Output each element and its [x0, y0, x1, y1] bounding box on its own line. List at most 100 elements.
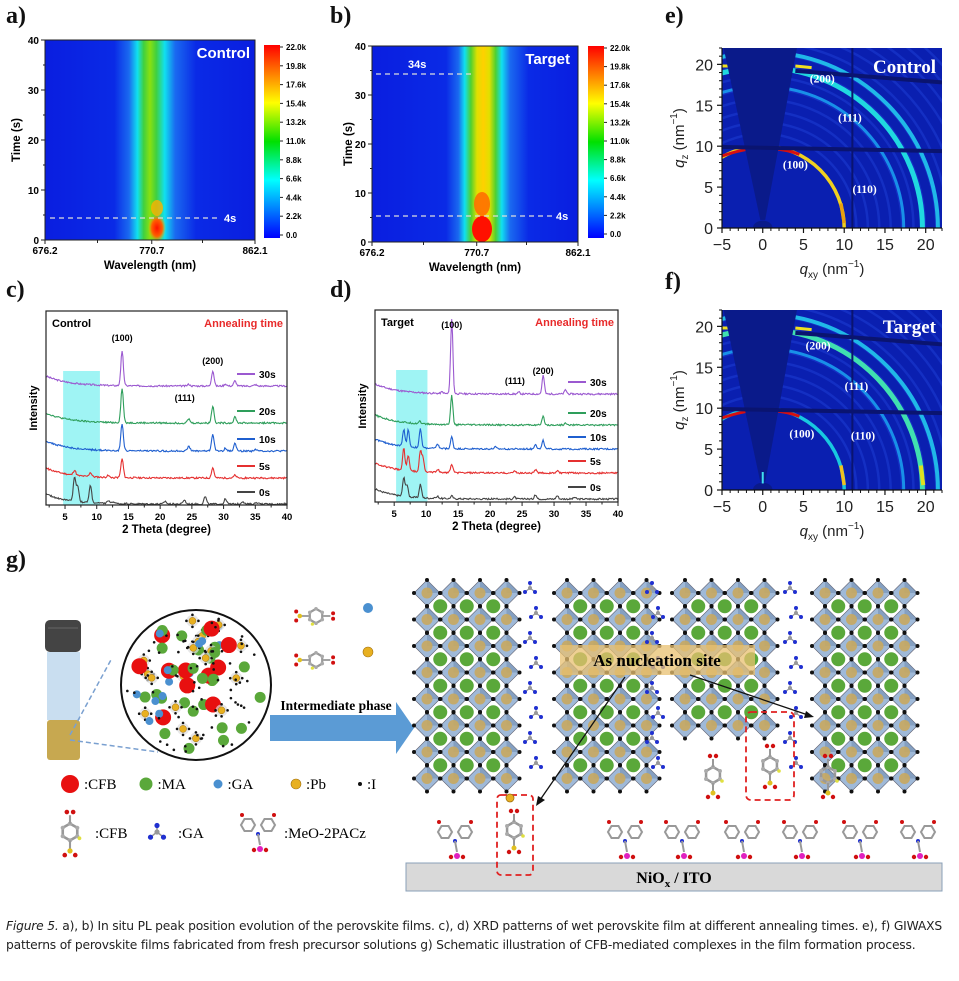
x-tick-label: −5 — [713, 499, 731, 516]
ga-molecule — [523, 631, 537, 644]
x-tick-label: −5 — [713, 237, 731, 254]
ma-cation — [433, 758, 448, 773]
x-tick-label: 10 — [91, 512, 102, 523]
substrate-label: NiOx / ITO — [636, 870, 711, 890]
x-tick-label: 862.1 — [565, 248, 590, 259]
iodide-particle — [147, 649, 151, 653]
legend-molecules: :CFB:GA:MeO-2PACz — [60, 809, 366, 858]
substrate-layer — [405, 862, 943, 892]
legend-label-20s: 20s — [590, 409, 607, 420]
ma-cation — [717, 678, 732, 693]
y-tick-label: 0 — [360, 238, 366, 249]
ga-molecule — [651, 706, 665, 719]
legend-swatch — [139, 777, 153, 791]
ga-molecule — [789, 656, 803, 669]
iodide-particle — [171, 665, 174, 668]
ring-label: (111) — [838, 113, 862, 125]
colorbar-tick-label: 11.0k — [610, 137, 630, 146]
ma-cation — [486, 678, 501, 693]
y-tick-label: 10 — [28, 186, 40, 197]
ma-particle — [235, 722, 247, 734]
ga-molecule — [645, 581, 659, 594]
iodide-particle — [238, 681, 242, 684]
xrd-control: 30s 20s 10s 5s 0s (100) (111) (200) 5 10 15 20 25 30 3… — [28, 310, 293, 536]
heatmap-area — [45, 40, 255, 240]
ma-cation — [831, 625, 846, 640]
ma-cation — [626, 705, 641, 720]
y-tick-label: 20 — [695, 57, 713, 74]
y-tick-label: 0 — [33, 236, 39, 247]
legend-label-0s: 0s — [259, 488, 271, 499]
y-tick-label: 0 — [704, 483, 713, 500]
iodide-particle — [199, 737, 203, 740]
ma-cation — [744, 625, 759, 640]
marker-label-4s: 4s — [556, 211, 568, 223]
ma-cation — [717, 705, 732, 720]
iodide-particle — [229, 696, 233, 700]
heatmap-title: Target — [525, 51, 570, 68]
peak-label: (100) — [112, 333, 133, 343]
y-tick-label: 40 — [28, 36, 40, 47]
ma-cation — [459, 705, 474, 720]
cfb-molecule — [761, 743, 781, 790]
ma-cation — [433, 705, 448, 720]
x-axis: 676.2 770.7 862.1 — [32, 240, 268, 257]
panel-label-a: a) — [6, 3, 26, 29]
y-tick-label: 10 — [695, 139, 713, 156]
peak-label: (100) — [441, 320, 462, 330]
xrd-series-20s — [374, 394, 618, 427]
x-tick-label: 15 — [453, 509, 464, 520]
nucleation-highlight-right — [745, 711, 795, 801]
meo-2pacz-molecule — [436, 820, 474, 860]
cfb-molecule — [294, 607, 336, 626]
colorbar-tick-label: 8.8k — [610, 156, 626, 165]
ma-cation — [599, 731, 614, 746]
iodide-particle — [246, 679, 249, 683]
ga-molecule — [651, 756, 665, 769]
ma-particle — [139, 691, 151, 703]
ma-particle — [238, 661, 250, 673]
x-tick-label: 5 — [799, 499, 808, 516]
schematic-illustration: Intermediate phase :CFB:MA:GA:Pb:I :CFB:… — [45, 578, 943, 892]
iodide-particle — [211, 650, 215, 653]
y-tick-label: 15 — [695, 98, 713, 115]
legend-label: :I — [367, 777, 376, 793]
x-tick-label: 5 — [799, 237, 808, 254]
iodide-particle — [252, 653, 256, 656]
x-tick-label: 15 — [123, 512, 134, 523]
pb-particle — [189, 644, 197, 652]
ma-cation — [433, 652, 448, 667]
colorbar-tick-label: 19.8k — [286, 62, 307, 71]
iodide-particle — [214, 714, 218, 717]
ma-particle — [187, 662, 199, 674]
ma-cation — [433, 625, 448, 640]
ma-cation — [459, 652, 474, 667]
legend-species: :CFB:MA:GA:Pb:I — [61, 775, 376, 793]
pb-particle — [201, 654, 210, 662]
legend-swatch — [213, 779, 223, 789]
ma-cation — [884, 758, 899, 773]
x-tick-label: 15 — [876, 237, 894, 254]
y-tick-label: 5 — [704, 180, 713, 197]
intermediate-complexes — [294, 603, 374, 670]
highlight-region — [63, 371, 100, 505]
colorbar-tick-label: 0.0 — [610, 230, 622, 239]
plot-subtitle: Annealing time — [535, 317, 614, 329]
iodide-particle — [182, 640, 185, 643]
peak-label: (200) — [202, 356, 223, 366]
x-tick-label: 676.2 — [359, 248, 384, 259]
ga-molecule — [523, 731, 537, 744]
iodide-particle — [174, 674, 178, 677]
ma-cation — [573, 625, 588, 640]
y-tick-label: 30 — [355, 91, 367, 102]
ga-particle — [165, 677, 174, 686]
xrd-series-0s — [45, 476, 287, 506]
ga-molecule — [783, 631, 797, 644]
hot-spot — [148, 214, 166, 242]
iodide-particle — [191, 689, 195, 693]
ga-molecule — [645, 631, 659, 644]
x-tick-label: 40 — [282, 512, 293, 523]
ma-cation — [459, 758, 474, 773]
hot-spot-secondary — [151, 200, 163, 216]
ma-cation — [884, 705, 899, 720]
